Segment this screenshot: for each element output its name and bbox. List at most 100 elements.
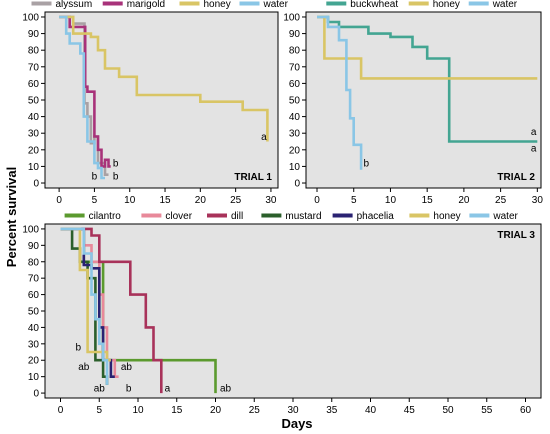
- series-honey: [59, 15, 269, 142]
- legend-label-honey: honey: [433, 211, 460, 222]
- y-tick-label: 0: [33, 179, 39, 190]
- series-dill: [60, 227, 163, 394]
- x-tick-label: 5: [92, 195, 98, 206]
- y-tick-label: 40: [28, 112, 40, 123]
- y-tick-label: 10: [289, 162, 301, 173]
- y-tick-label: 50: [28, 307, 40, 318]
- annotation-label: b: [92, 172, 98, 183]
- x-tick-label: 55: [481, 405, 493, 416]
- series-phacelia: [60, 227, 115, 378]
- annotation-label: b: [76, 342, 82, 353]
- y-tick-label: 20: [28, 145, 40, 156]
- panel-title: TRIAL 1: [234, 172, 272, 183]
- x-tick-label: 5: [96, 405, 102, 416]
- x-tick-label: 15: [159, 195, 171, 206]
- annotation-label: a: [261, 132, 267, 143]
- x-tick-label: 10: [385, 195, 397, 206]
- y-tick-label: 40: [28, 323, 40, 334]
- y-tick-label: 60: [289, 79, 301, 90]
- y-tick-label: 70: [28, 274, 40, 285]
- legend-label-clover: clover: [165, 211, 192, 222]
- panel-3: 0 10 20 30 40 50 60 70 80 90 100 0 5 10 15 20 25 30 35 40 45…: [22, 211, 542, 416]
- x-tick-label: 30: [532, 195, 544, 206]
- y-tick-label: 20: [289, 145, 301, 156]
- y-tick-label: 100: [22, 224, 39, 235]
- y-tick-label: 0: [33, 389, 39, 400]
- y-tick-label: 70: [289, 62, 301, 73]
- annotation-label: b: [113, 158, 119, 169]
- x-tick-label: 15: [422, 195, 434, 206]
- x-tick-label: 5: [351, 195, 357, 206]
- annotation-label: a: [165, 383, 171, 394]
- annotation-label: ab: [78, 362, 90, 373]
- x-tick-label: 10: [124, 195, 136, 206]
- x-tick-label: 60: [520, 405, 532, 416]
- series-marigold: [59, 15, 111, 168]
- plot-area: [44, 223, 542, 399]
- annotation-label: ab: [94, 383, 106, 394]
- annotation-label: a: [531, 143, 537, 154]
- legend-label-buckwheat: buckwheat: [350, 0, 398, 10]
- legend: cilantro clover dill mustard phacelia honey wa…: [64, 211, 519, 222]
- x-tick-label: 35: [326, 405, 338, 416]
- y-tick-label: 100: [283, 12, 300, 23]
- legend-label-honey: honey: [433, 0, 460, 10]
- x-tick-label: 0: [56, 195, 62, 206]
- x-tick-label: 20: [210, 405, 222, 416]
- y-tick-label: 80: [289, 46, 301, 57]
- y-tick-label: 50: [289, 96, 301, 107]
- annotation-label: ab: [121, 362, 133, 373]
- y-tick-label: 10: [28, 372, 40, 383]
- panel-title: TRIAL 3: [497, 230, 535, 241]
- plot-area: [305, 11, 542, 189]
- series-honey: [60, 227, 111, 362]
- panel-2: 0 10 20 30 40 50 60 70 80 90 100 0 5 10 15 20 25 30 aa b TRI…: [283, 0, 543, 206]
- plot-area: [44, 11, 279, 189]
- x-tick-label: 45: [404, 405, 416, 416]
- x-tick-label: 0: [314, 195, 320, 206]
- legend: buckwheat honey water: [326, 0, 518, 10]
- x-tick-label: 20: [458, 195, 470, 206]
- annotation-label: ab: [220, 383, 232, 394]
- y-tick-label: 30: [289, 129, 301, 140]
- legend-label-honey: honey: [204, 0, 231, 10]
- panel-title: TRIAL 2: [497, 172, 535, 183]
- x-tick-label: 0: [58, 405, 64, 416]
- series-buckwheat: [317, 15, 538, 143]
- series-water: [317, 15, 363, 170]
- y-tick-label: 70: [28, 62, 40, 73]
- legend-label-marigold: marigold: [127, 0, 165, 10]
- annotation-label: b: [363, 158, 369, 169]
- y-tick-label: 0: [294, 179, 300, 190]
- y-tick-label: 80: [28, 46, 40, 57]
- x-tick-label: 40: [365, 405, 377, 416]
- y-tick-label: 90: [28, 241, 40, 252]
- legend-label-alyssum: alyssum: [56, 0, 93, 10]
- x-tick-label: 25: [230, 195, 242, 206]
- y-tick-label: 60: [28, 290, 40, 301]
- legend-label-cilantro: cilantro: [89, 211, 122, 222]
- x-tick-label: 30: [265, 195, 277, 206]
- y-axis-label: Percent survival: [4, 167, 19, 267]
- y-tick-label: 80: [28, 257, 40, 268]
- series-water: [60, 227, 109, 385]
- y-tick-label: 50: [28, 96, 40, 107]
- series-water: [59, 15, 105, 180]
- x-axis-label: Days: [281, 416, 312, 431]
- y-tick-label: 40: [289, 112, 301, 123]
- y-tick-label: 20: [28, 356, 40, 367]
- legend: alyssum marigold honey water: [31, 0, 289, 10]
- x-tick-label: 25: [249, 405, 261, 416]
- legend-label-water: water: [263, 0, 289, 10]
- legend-label-water: water: [492, 0, 518, 10]
- x-tick-label: 10: [132, 405, 144, 416]
- x-tick-label: 25: [495, 195, 507, 206]
- legend-label-mustard: mustard: [285, 211, 321, 222]
- x-tick-label: 30: [287, 405, 299, 416]
- y-tick-label: 60: [28, 79, 40, 90]
- legend-label-dill: dill: [231, 211, 243, 222]
- legend-label-phacelia: phacelia: [357, 211, 395, 222]
- y-tick-label: 10: [28, 162, 40, 173]
